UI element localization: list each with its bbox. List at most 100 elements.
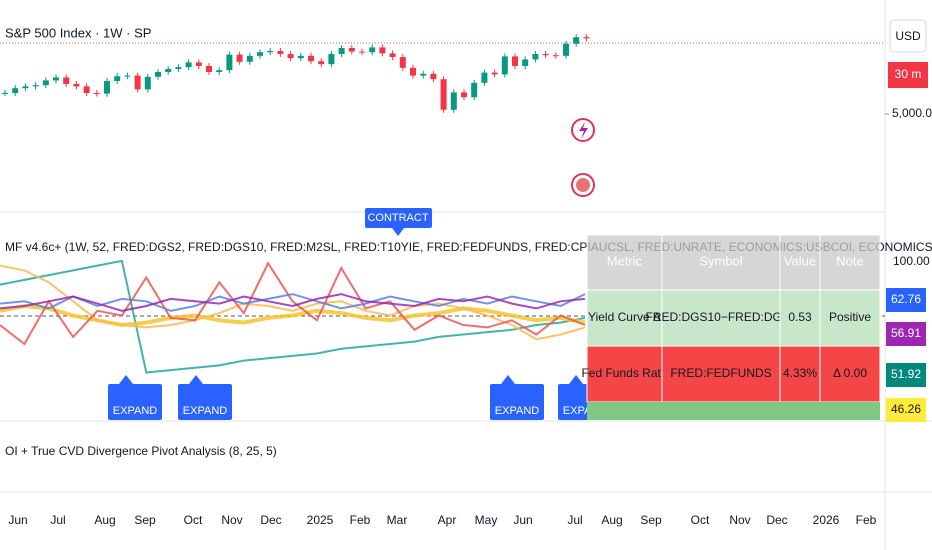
candle: [63, 77, 70, 84]
table-cell-text: Yield Curve Δ: [588, 310, 661, 324]
expand-label[interactable]: EXPAND: [113, 405, 157, 417]
expand-button[interactable]: [178, 384, 232, 420]
contract-arrow: [392, 228, 404, 236]
expand-label[interactable]: EXPAND: [495, 405, 539, 417]
table-header: Value: [784, 253, 816, 268]
indicator-pane: [0, 259, 586, 374]
candle: [165, 69, 172, 72]
candle: [440, 79, 447, 110]
candle: [267, 51, 274, 53]
value-label-bg: [886, 322, 926, 346]
candle: [450, 92, 457, 110]
candle: [501, 56, 508, 75]
candle: [216, 70, 223, 72]
candle: [206, 66, 212, 72]
table-header-cell: [819, 234, 881, 291]
candle: [83, 86, 90, 93]
candle: [32, 85, 39, 87]
table-cell: [819, 345, 881, 403]
indicator-line: [0, 261, 586, 346]
value-label: 56.91: [891, 326, 921, 340]
price-pane: [2, 34, 590, 113]
candle: [93, 93, 100, 94]
time-label: Jun: [8, 513, 27, 527]
table-header: Symbol: [699, 253, 742, 268]
candle: [114, 76, 121, 81]
table-cell-text: Positive: [829, 310, 871, 324]
table-cell: [779, 289, 821, 347]
time-label: Oct: [691, 513, 710, 527]
candle: [532, 54, 539, 60]
value-label: 46.26: [891, 402, 921, 416]
candle: [155, 72, 161, 77]
time-label: Mar: [387, 513, 408, 527]
time-label: Jul: [50, 513, 65, 527]
candle: [583, 37, 590, 39]
value-label: 62.76: [891, 292, 921, 306]
table-cell-text: FRED:DGS10−FRED:DGS2: [645, 310, 796, 324]
candle: [359, 51, 365, 53]
candle: [481, 72, 488, 83]
lightning-icon: [579, 122, 588, 139]
currency[interactable]: USD: [895, 29, 921, 43]
candle: [491, 72, 498, 75]
time-label: Dec: [766, 513, 787, 527]
candle: [573, 37, 580, 44]
time-label: Apr: [438, 513, 457, 527]
table-row: [587, 402, 880, 420]
candle: [522, 59, 529, 66]
candle: [328, 54, 335, 65]
table-cell-text: Fed Funds Rate: [581, 366, 667, 380]
candle: [369, 47, 376, 53]
currency-button[interactable]: [889, 19, 927, 53]
expand-button[interactable]: [490, 384, 544, 420]
candle: [22, 86, 29, 89]
time-label: 2026: [813, 513, 840, 527]
time-label: Jun: [513, 513, 532, 527]
price-label-bg: [888, 62, 928, 88]
contract-label[interactable]: CONTRACT: [367, 212, 428, 224]
indicator-line: [0, 259, 586, 374]
time-label: Dec: [260, 513, 281, 527]
indicator-line: [0, 264, 586, 341]
candle: [73, 84, 80, 87]
candle: [236, 54, 243, 62]
expand-button[interactable]: [108, 384, 162, 420]
expand-label[interactable]: EXPAND: [183, 405, 227, 417]
candle: [12, 88, 19, 93]
price-label: 30 m: [895, 67, 922, 81]
time-label: Nov: [221, 513, 242, 527]
candle: [461, 92, 467, 98]
table-header: Note: [836, 253, 863, 268]
candle: [563, 43, 569, 56]
table-cell-text: FRED:FEDFUNDS: [670, 366, 771, 380]
contract-button[interactable]: [365, 208, 432, 228]
value-label: 51.92: [891, 367, 921, 381]
candle: [318, 61, 325, 65]
candle: [175, 67, 182, 69]
time-label: Aug: [94, 513, 115, 527]
candle: [134, 75, 141, 90]
candle: [195, 62, 202, 66]
candle: [512, 56, 518, 66]
expand-arrow: [569, 375, 583, 384]
candle: [53, 77, 59, 81]
flag-icon: [576, 178, 590, 192]
time-label: Sep: [134, 513, 156, 527]
candle: [420, 73, 427, 76]
value-label-bg: [886, 398, 926, 422]
candle: [246, 55, 253, 62]
candle: [226, 54, 233, 71]
table-cell-text: Δ 0.00: [833, 366, 867, 380]
indicator-line: [0, 293, 586, 312]
candle: [430, 73, 437, 80]
candle: [144, 76, 151, 90]
cvd-title: OI + True CVD Divergence Pivot Analysis …: [5, 444, 277, 458]
table-cell: [661, 345, 781, 403]
candle: [410, 67, 416, 76]
candle: [124, 75, 131, 77]
candle: [348, 48, 355, 52]
time-label: Feb: [350, 513, 371, 527]
candle: [379, 47, 386, 54]
